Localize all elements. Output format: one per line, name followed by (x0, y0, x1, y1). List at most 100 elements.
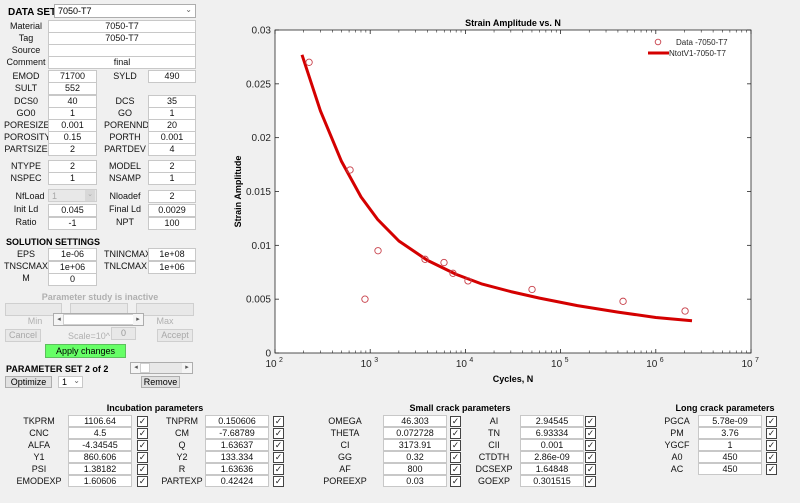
npt-field[interactable]: 100 (148, 217, 196, 230)
param-field[interactable]: 6.93334 (520, 427, 584, 439)
x-tick-label: 10 (265, 359, 277, 370)
param-checkbox[interactable]: ✓ (273, 428, 284, 439)
scale-field[interactable]: 0 (111, 327, 136, 340)
param-checkbox[interactable]: ✓ (137, 476, 148, 487)
param-checkbox[interactable]: ✓ (137, 464, 148, 475)
param-field[interactable]: 4.5 (68, 427, 132, 439)
param-label: PSI (31, 464, 47, 474)
param-field[interactable]: 1106.64 (68, 415, 132, 427)
param-field[interactable]: 1 (698, 439, 762, 451)
tnlcmax-field[interactable]: 1e+06 (148, 261, 196, 274)
optimize-button[interactable]: Optimize (5, 376, 52, 388)
param-field[interactable]: 1.64848 (520, 463, 584, 475)
ratio-field[interactable]: -1 (48, 217, 97, 230)
param-checkbox[interactable]: ✓ (585, 452, 596, 463)
param-field[interactable]: 0.001 (520, 439, 584, 451)
param-checkbox[interactable]: ✓ (273, 476, 284, 487)
param-field[interactable]: 1.60606 (68, 475, 132, 487)
param-checkbox[interactable]: ✓ (450, 464, 461, 475)
data-marker (449, 269, 457, 277)
eps-field[interactable]: 1e-06 (48, 248, 97, 261)
param-field[interactable]: 3173.91 (383, 439, 447, 451)
scroll-left-icon[interactable]: ◂ (131, 363, 141, 373)
param-field[interactable]: -4.34545 (68, 439, 132, 451)
param-field[interactable]: 0.072728 (383, 427, 447, 439)
scroll-left-icon[interactable]: ◂ (54, 314, 64, 325)
initld-field[interactable]: 0.045 (48, 204, 97, 217)
param-checkbox[interactable]: ✓ (273, 452, 284, 463)
param-checkbox[interactable]: ✓ (766, 428, 777, 439)
param-checkbox[interactable]: ✓ (766, 452, 777, 463)
param-checkbox[interactable]: ✓ (273, 416, 284, 427)
tnincmax-field[interactable]: 1e+08 (148, 248, 196, 261)
prop-field[interactable]: 490 (148, 70, 196, 83)
param-checkbox[interactable]: ✓ (137, 440, 148, 451)
param-field[interactable]: 1.63636 (205, 463, 269, 475)
comment-field[interactable]: final (48, 56, 196, 69)
data-marker (374, 247, 382, 255)
param-field[interactable]: 46.303 (383, 415, 447, 427)
param-field[interactable]: 0.32 (383, 451, 447, 463)
dataset-dropdown[interactable]: 7050-T7 ⌄ (54, 4, 196, 18)
param-field[interactable]: 2.94545 (520, 415, 584, 427)
slider-thumb[interactable] (63, 314, 135, 325)
param-field[interactable]: 0.150606 (205, 415, 269, 427)
m-field[interactable]: 0 (48, 273, 97, 286)
scroll-right-icon[interactable]: ▸ (182, 363, 192, 373)
param-field[interactable]: 0.03 (383, 475, 447, 487)
prop-field[interactable]: 4 (148, 143, 196, 156)
param-checkbox[interactable]: ✓ (450, 440, 461, 451)
finalld-field[interactable]: 0.0029 (148, 204, 196, 217)
param-checkbox[interactable]: ✓ (585, 416, 596, 427)
param-field[interactable]: 800 (383, 463, 447, 475)
accept-button[interactable]: Accept (157, 329, 193, 342)
param-checkbox[interactable]: ✓ (766, 440, 777, 451)
param-field[interactable]: 133.334 (205, 451, 269, 463)
param-field[interactable]: 0.42424 (205, 475, 269, 487)
slider-thumb[interactable] (140, 363, 150, 373)
param-field[interactable]: 1.63637 (205, 439, 269, 451)
nloadef-field[interactable]: 2 (148, 190, 196, 203)
param-checkbox[interactable]: ✓ (137, 428, 148, 439)
chevron-down-icon: ⌄ (85, 190, 95, 201)
param-field[interactable]: 2.86e-09 (520, 451, 584, 463)
param-checkbox[interactable]: ✓ (137, 416, 148, 427)
param-checkbox[interactable]: ✓ (273, 440, 284, 451)
param-checkbox[interactable]: ✓ (273, 464, 284, 475)
model-field[interactable]: 1 (148, 172, 196, 185)
param-checkbox[interactable]: ✓ (450, 416, 461, 427)
param-field[interactable]: 3.76 (698, 427, 762, 439)
param-checkbox[interactable]: ✓ (450, 476, 461, 487)
param-checkbox[interactable]: ✓ (766, 416, 777, 427)
prop-field[interactable]: 552 (48, 82, 97, 95)
param-checkbox[interactable]: ✓ (450, 452, 461, 463)
param-checkbox[interactable]: ✓ (137, 452, 148, 463)
model-field[interactable]: 1 (48, 172, 97, 185)
param-field[interactable]: 860.606 (68, 451, 132, 463)
x-tick-label: 10 (646, 359, 658, 370)
param-field[interactable]: 1.38182 (68, 463, 132, 475)
param-field[interactable]: 0.301515 (520, 475, 584, 487)
param-field[interactable]: 450 (698, 463, 762, 475)
param-field[interactable]: 450 (698, 451, 762, 463)
remove-button[interactable]: Remove (141, 376, 180, 388)
scroll-right-icon[interactable]: ▸ (133, 314, 143, 325)
param-checkbox[interactable]: ✓ (585, 476, 596, 487)
study-min-field[interactable] (5, 303, 62, 316)
study-slider[interactable]: ◂ ▸ (53, 313, 144, 326)
nfload-dropdown[interactable]: 1 ⌄ (48, 189, 97, 202)
study-max-field[interactable] (136, 303, 194, 316)
param-checkbox[interactable]: ✓ (766, 464, 777, 475)
optimize-dropdown[interactable]: 1 ⌄ (58, 376, 83, 388)
param-checkbox[interactable]: ✓ (585, 440, 596, 451)
apply-changes-button[interactable]: Apply changes (45, 344, 126, 358)
param-label: PARTEXP (161, 476, 203, 486)
cancel-button[interactable]: Cancel (5, 329, 41, 342)
param-checkbox[interactable]: ✓ (585, 464, 596, 475)
param-checkbox[interactable]: ✓ (450, 428, 461, 439)
param-checkbox[interactable]: ✓ (585, 428, 596, 439)
param-field[interactable]: 5.78e-09 (698, 415, 762, 427)
paramset-slider[interactable]: ◂ ▸ (130, 362, 193, 374)
param-field[interactable]: -7.68789 (205, 427, 269, 439)
prop-field[interactable]: 2 (48, 143, 97, 156)
